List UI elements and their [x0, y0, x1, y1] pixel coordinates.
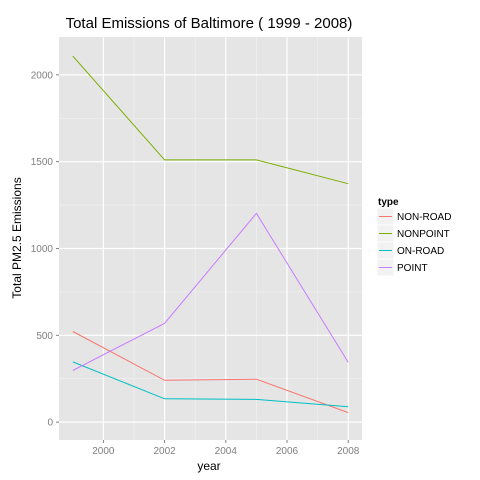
x-tick-label: 2004: [215, 446, 238, 457]
y-tick-label: 500: [36, 331, 53, 342]
x-axis-ticks: 2000 2002 2004 2006 2008: [92, 440, 360, 457]
y-tick-label: 0: [47, 418, 53, 429]
x-tick-label: 2000: [92, 446, 115, 457]
series-line-non-road: [72, 331, 349, 414]
x-tick-label: 2002: [153, 446, 176, 457]
series-line-on-road: [72, 361, 349, 408]
legend-item-point: POINT: [376, 258, 428, 277]
y-axis-label: Total PM2.5 Emissions: [10, 177, 24, 298]
minor-gridlines: [59, 37, 362, 440]
series-lines: [72, 55, 349, 414]
series-line-nonpoint: [72, 55, 349, 185]
legend-label-non-road: NON-ROAD: [397, 212, 451, 223]
y-axis-ticks: 0 500 1000 1500 2000: [31, 70, 59, 429]
legend-title: type: [378, 197, 399, 208]
legend: type NON-ROAD NONPOINT ON-ROAD POINT: [376, 197, 451, 277]
legend-item-non-road: NON-ROAD: [376, 207, 451, 226]
legend-items: NON-ROAD NONPOINT ON-ROAD POINT: [376, 207, 451, 277]
major-gridlines: [59, 37, 362, 440]
chart-title: Total Emissions of Baltimore ( 1999 - 20…: [66, 15, 353, 32]
legend-label-on-road: ON-ROAD: [397, 246, 444, 257]
y-tick-label: 2000: [31, 70, 54, 81]
legend-item-on-road: ON-ROAD: [376, 241, 444, 260]
y-tick-label: 1000: [31, 244, 54, 255]
y-tick-label: 1500: [31, 157, 54, 168]
x-tick-label: 2008: [337, 446, 360, 457]
x-axis-label: year: [197, 459, 220, 473]
legend-label-point: POINT: [397, 263, 428, 274]
plot-panel: [59, 37, 362, 440]
series-line-point: [72, 212, 349, 371]
legend-label-nonpoint: NONPOINT: [397, 229, 450, 240]
legend-item-nonpoint: NONPOINT: [376, 224, 450, 243]
x-tick-label: 2006: [276, 446, 299, 457]
